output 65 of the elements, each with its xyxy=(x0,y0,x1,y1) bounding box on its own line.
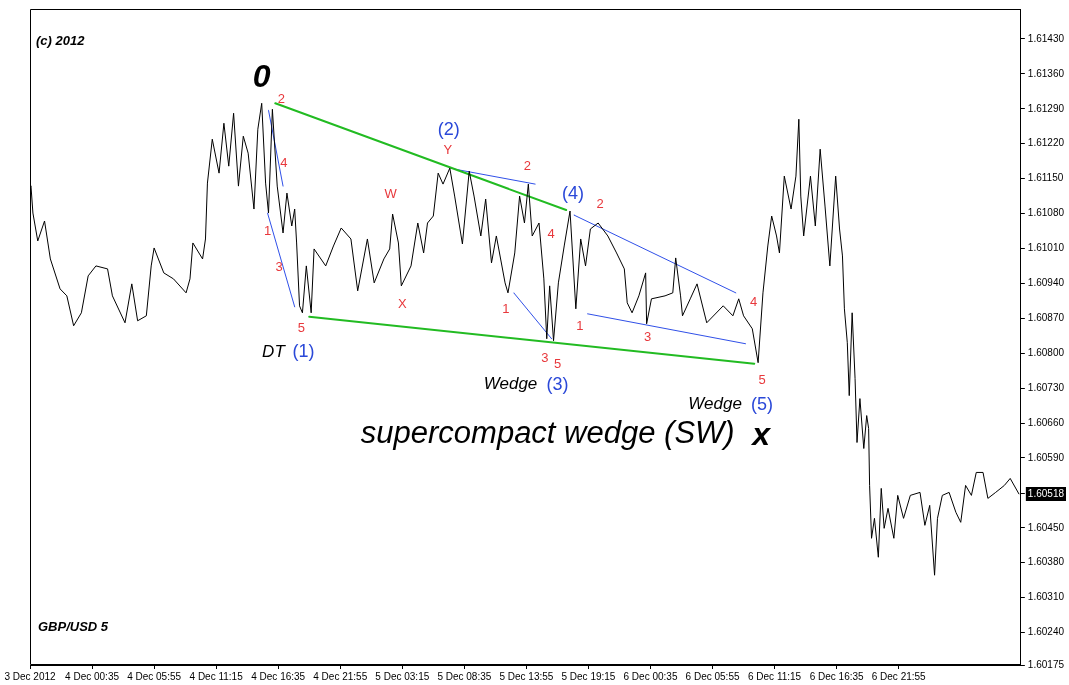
x-tick-label: 4 Dec 21:55 xyxy=(313,670,368,682)
x-tick-label: 4 Dec 00:35 xyxy=(65,670,120,682)
y-tick-label: 1.60175 xyxy=(1027,658,1065,670)
annotation: Y xyxy=(443,141,453,157)
annotation: W xyxy=(384,185,398,201)
annotation: x xyxy=(750,415,772,452)
x-tick-label: 6 Dec 11:15 xyxy=(748,670,802,682)
y-tick-label: 1.60590 xyxy=(1027,451,1065,463)
y-tick-label: 1.60800 xyxy=(1027,346,1065,358)
annotation: Wedge xyxy=(688,394,742,414)
annotation: 1 xyxy=(263,222,272,238)
y-tick-label: 1.60518 xyxy=(1027,487,1065,499)
y-tick-label: 1.61290 xyxy=(1027,102,1065,114)
y-tick-label: 1.60870 xyxy=(1027,312,1065,324)
annotation: 3 xyxy=(644,329,652,345)
annotation: 4 xyxy=(750,294,758,310)
annotation: 2 xyxy=(596,195,604,211)
annotation: supercompact wedge (SW) xyxy=(360,414,735,450)
annotation: 3 xyxy=(541,350,549,366)
y-tick-label: 1.60240 xyxy=(1027,626,1065,638)
annotation: 1 xyxy=(576,318,584,334)
annotation: Wedge xyxy=(483,374,538,394)
y-tick-label: 1.61150 xyxy=(1027,172,1064,184)
y-tick-label: 1.61080 xyxy=(1027,207,1065,219)
annotation: 4 xyxy=(280,154,288,170)
x-tick-label: 4 Dec 11:15 xyxy=(189,670,244,682)
annotation: (c) 2012 xyxy=(35,32,86,48)
annotation: (1) xyxy=(292,340,315,361)
y-tick-label: 1.61220 xyxy=(1027,137,1065,149)
annotation: X xyxy=(397,296,407,312)
annotation: 1 xyxy=(502,301,510,317)
y-tick-label: 1.61360 xyxy=(1027,67,1065,79)
y-tick-label: 1.60940 xyxy=(1027,277,1065,289)
annotation: (5) xyxy=(751,393,774,414)
annotation: 2 xyxy=(523,157,531,173)
x-tick-label: 5 Dec 08:35 xyxy=(437,670,492,682)
annotation: 3 xyxy=(275,258,283,274)
annotation: 2 xyxy=(277,90,285,106)
x-tick-label: 5 Dec 03:15 xyxy=(375,670,430,682)
x-tick-label: 5 Dec 19:15 xyxy=(561,670,616,682)
y-tick-label: 1.60660 xyxy=(1027,416,1065,428)
x-tick-label: 4 Dec 05:55 xyxy=(127,670,182,682)
x-tick-label: 6 Dec 21:55 xyxy=(871,670,927,682)
annotation: DT xyxy=(262,341,287,361)
y-tick-label: 1.60310 xyxy=(1027,591,1065,603)
x-tick-label: 5 Dec 13:55 xyxy=(499,670,554,682)
x-tick-label: 6 Dec 05:55 xyxy=(685,670,740,682)
text: GBP/USD 5 xyxy=(38,619,109,634)
annotation: 5 xyxy=(758,372,766,388)
y-tick-label: 1.61010 xyxy=(1027,242,1065,254)
annotation: (3) xyxy=(546,373,569,394)
annotation: 4 xyxy=(547,225,555,241)
annotation: (4) xyxy=(562,183,585,204)
annotation: 0 xyxy=(252,58,271,95)
x-tick-label: 4 Dec 16:35 xyxy=(251,670,306,682)
annotation: (2) xyxy=(437,119,460,140)
annotation: 5 xyxy=(297,320,306,336)
y-tick-label: 1.61430 xyxy=(1027,32,1065,44)
y-tick-label: 1.60380 xyxy=(1027,556,1065,568)
x-tick-label: 3 Dec 2012 xyxy=(4,670,57,682)
annotation: 5 xyxy=(553,356,562,372)
y-tick-label: 1.60450 xyxy=(1027,521,1065,533)
x-tick-label: 6 Dec 16:35 xyxy=(809,670,865,682)
x-tick-label: 6 Dec 00:35 xyxy=(623,670,678,682)
y-tick-label: 1.60730 xyxy=(1027,381,1065,393)
